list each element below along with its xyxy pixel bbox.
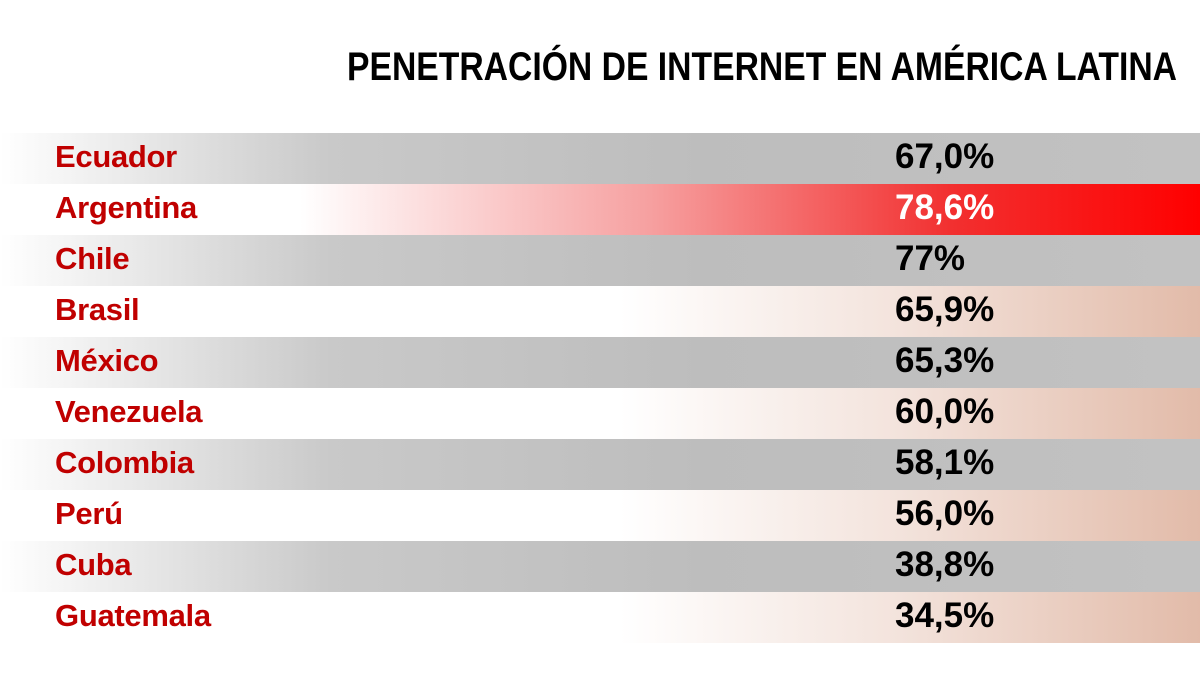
penetration-value: 78,6% [895,188,995,227]
table-row: Colombia 58,1% [0,439,1200,490]
table-row: Perú 56,0% [0,490,1200,541]
penetration-value: 60,0% [895,392,995,431]
country-name: Chile [55,241,130,276]
table-row: Chile 77% [0,235,1200,286]
table-row: Brasil 65,9% [0,286,1200,337]
penetration-value: 65,9% [895,290,995,329]
country-name: Brasil [55,292,140,327]
country-name: Guatemala [55,598,211,633]
penetration-value: 56,0% [895,494,995,533]
country-name: Perú [55,496,123,531]
title-area: PENETRACIÓN DE INTERNET EN AMÉRICA LATIN… [347,43,1177,89]
country-name: Colombia [55,445,194,480]
table-row: Argentina 78,6% [0,184,1200,235]
country-name: Venezuela [55,394,203,429]
penetration-value: 65,3% [895,341,995,380]
country-name: Cuba [55,547,132,582]
penetration-value: 38,8% [895,545,995,584]
country-name: Ecuador [55,139,177,174]
table-row: México 65,3% [0,337,1200,388]
country-name: México [55,343,159,378]
penetration-value: 58,1% [895,443,995,482]
table: Ecuador 67,0% Argentina 78,6% Chile 77% Brasil… [0,133,1200,643]
table-row: Guatemala 34,5% [0,592,1200,643]
penetration-value: 34,5% [895,596,995,635]
penetration-value: 77% [895,239,966,278]
country-name: Argentina [55,190,197,225]
table-row: Venezuela 60,0% [0,388,1200,439]
table-row: Ecuador 67,0% [0,133,1200,184]
penetration-value: 67,0% [895,137,995,176]
title: PENETRACIÓN DE INTERNET EN AMÉRICA LATIN… [347,43,1177,89]
table-row: Cuba 38,8% [0,541,1200,592]
